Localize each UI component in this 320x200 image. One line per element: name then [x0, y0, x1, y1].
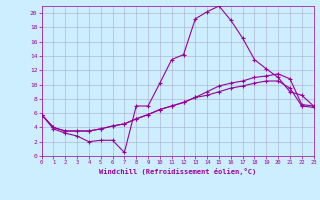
X-axis label: Windchill (Refroidissement éolien,°C): Windchill (Refroidissement éolien,°C) — [99, 168, 256, 175]
